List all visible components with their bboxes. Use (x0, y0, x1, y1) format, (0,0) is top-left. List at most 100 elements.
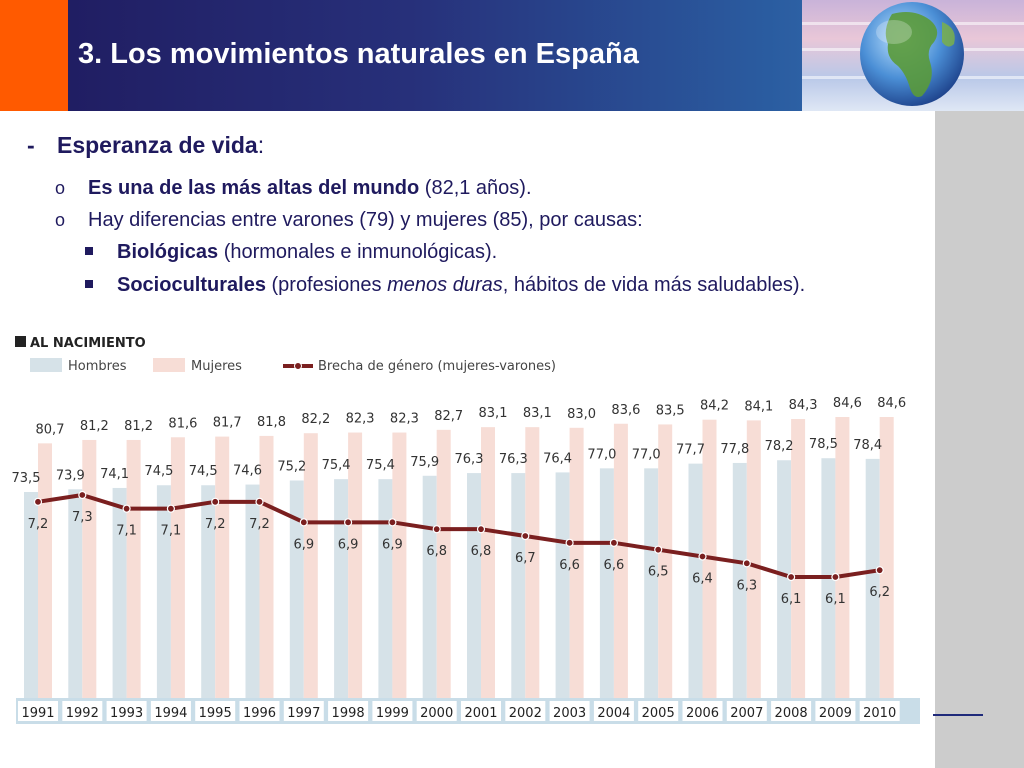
bullet-1: o Es una de las más altas del mundo (82,1… (55, 177, 532, 200)
x-tick-box (461, 701, 501, 721)
data-label-mujeres: 81,6 (168, 416, 197, 431)
sub-bullet-2-italic: menos duras (387, 274, 503, 296)
chart-title-marker (15, 336, 26, 347)
x-tick-label: 2009 (819, 706, 852, 721)
legend-marker-brecha (294, 362, 302, 370)
bar-hombres (112, 487, 127, 698)
x-tick-label: 2005 (642, 706, 675, 721)
globe-image (802, 0, 1024, 111)
data-label-mujeres: 81,2 (80, 419, 109, 434)
x-tick-box (771, 701, 812, 721)
brecha-point (33, 497, 43, 506)
data-label-mujeres: 84,1 (744, 399, 773, 414)
data-label-mujeres: 84,3 (789, 398, 818, 413)
x-tick-box (682, 701, 723, 721)
data-label-hombres: 75,4 (322, 458, 351, 473)
x-tick-label: 1993 (110, 706, 143, 721)
data-label-hombres: 74,6 (233, 464, 262, 479)
sub-bullet-2-rest-b: , hábitos de vida más saludables). (502, 274, 806, 296)
data-label-mujeres: 83,0 (567, 407, 596, 422)
data-label-mujeres: 83,1 (523, 406, 552, 421)
sub-bullet-1: Biológicas (hormonales e inmunológicas). (85, 241, 497, 264)
data-label-hombres: 78,4 (853, 438, 882, 453)
data-label-hombres: 78,5 (809, 437, 838, 452)
bar-mujeres (82, 439, 97, 698)
data-label-mujeres: 81,2 (124, 419, 153, 434)
data-label-hombres: 77,7 (676, 443, 705, 458)
data-label-mujeres: 81,8 (257, 415, 286, 430)
bar-hombres (555, 472, 570, 698)
x-tick-box (859, 701, 900, 721)
slide-title: 3. Los movimientos naturales en España (78, 38, 639, 70)
slide-body: - Esperanza de vida: o Es una de las más a… (0, 111, 935, 321)
data-label-brecha: 6,6 (604, 558, 625, 573)
legend-swatch-mujeres (153, 358, 185, 372)
bar-hombres (644, 468, 659, 698)
data-label-brecha: 6,4 (692, 572, 713, 587)
life-expectancy-chart: AL NACIMIENTO Hombres Mujeres Brecha de gén… (0, 320, 935, 768)
brecha-point (875, 566, 884, 575)
data-label-mujeres: 82,3 (390, 412, 419, 427)
bar-mujeres (348, 432, 363, 698)
brecha-point (432, 525, 441, 534)
data-label-hombres: 76,4 (543, 451, 572, 466)
x-tick-box (416, 701, 457, 721)
bar-hombres (201, 485, 216, 698)
brecha-point (654, 545, 663, 554)
x-tick-label: 2010 (863, 706, 896, 721)
x-tick-box (18, 701, 58, 721)
legend-swatch-hombres (30, 358, 62, 372)
sub-bullet-2-rest-a: (profesiones (265, 274, 388, 296)
data-label-hombres: 73,5 (12, 471, 41, 486)
x-tick-label: 2006 (686, 706, 719, 721)
x-tick-box (106, 701, 147, 721)
x-tick-label: 1997 (287, 706, 320, 721)
brecha-point (786, 572, 796, 582)
data-label-brecha: 6,2 (869, 585, 890, 600)
bar-mujeres (436, 429, 451, 698)
bar-hombres (511, 473, 526, 698)
data-label-brecha: 6,9 (338, 537, 359, 552)
bar-mujeres (170, 437, 185, 698)
bar-hombres (599, 468, 614, 698)
x-tick-box (283, 701, 324, 721)
bullet-marker: o (55, 178, 66, 198)
brecha-point (476, 525, 486, 534)
x-tick-box (62, 701, 103, 721)
bar-hombres (378, 479, 393, 698)
brecha-point (831, 572, 840, 582)
square-bullet-icon (85, 274, 117, 297)
legend-label-mujeres: Mujeres (191, 359, 242, 374)
data-label-hombres: 77,0 (632, 447, 661, 462)
data-label-brecha: 6,8 (426, 544, 447, 559)
x-tick-box (593, 701, 634, 721)
bullet-1-bold: Es una de las más altas del mundo (88, 177, 420, 199)
bar-hombres (467, 473, 481, 698)
bar-mujeres (746, 420, 761, 698)
x-tick-label: 2007 (730, 706, 763, 721)
brecha-point (609, 538, 619, 547)
data-label-mujeres: 82,3 (346, 412, 375, 427)
data-label-brecha: 6,8 (471, 544, 492, 559)
bar-mujeres (481, 427, 495, 698)
data-label-mujeres: 84,6 (877, 396, 906, 411)
x-tick-box (195, 701, 236, 721)
brecha-point (521, 531, 530, 541)
bar-mujeres (791, 419, 806, 698)
bullet-2: o Hay diferencias entre varones (79) y mu… (55, 209, 643, 232)
data-label-brecha: 6,3 (736, 578, 757, 593)
data-label-brecha: 6,1 (825, 592, 846, 607)
brecha-point (166, 504, 175, 513)
brecha-point (255, 497, 264, 506)
brecha-point (78, 490, 87, 500)
legend-label-brecha: Brecha de género (mujeres-varones) (318, 359, 556, 374)
x-tick-label: 1995 (199, 706, 232, 721)
data-label-hombres: 74,1 (100, 467, 129, 482)
data-label-brecha: 6,1 (781, 592, 802, 607)
legend-label-hombres: Hombres (68, 359, 127, 374)
data-label-hombres: 75,9 (410, 455, 439, 470)
data-label-mujeres: 82,2 (301, 412, 330, 427)
bar-mujeres (658, 424, 673, 698)
sub-bullet-1-rest: (hormonales e inmunológicas). (218, 241, 498, 263)
bullet-1-rest: (82,1 años). (419, 177, 532, 199)
